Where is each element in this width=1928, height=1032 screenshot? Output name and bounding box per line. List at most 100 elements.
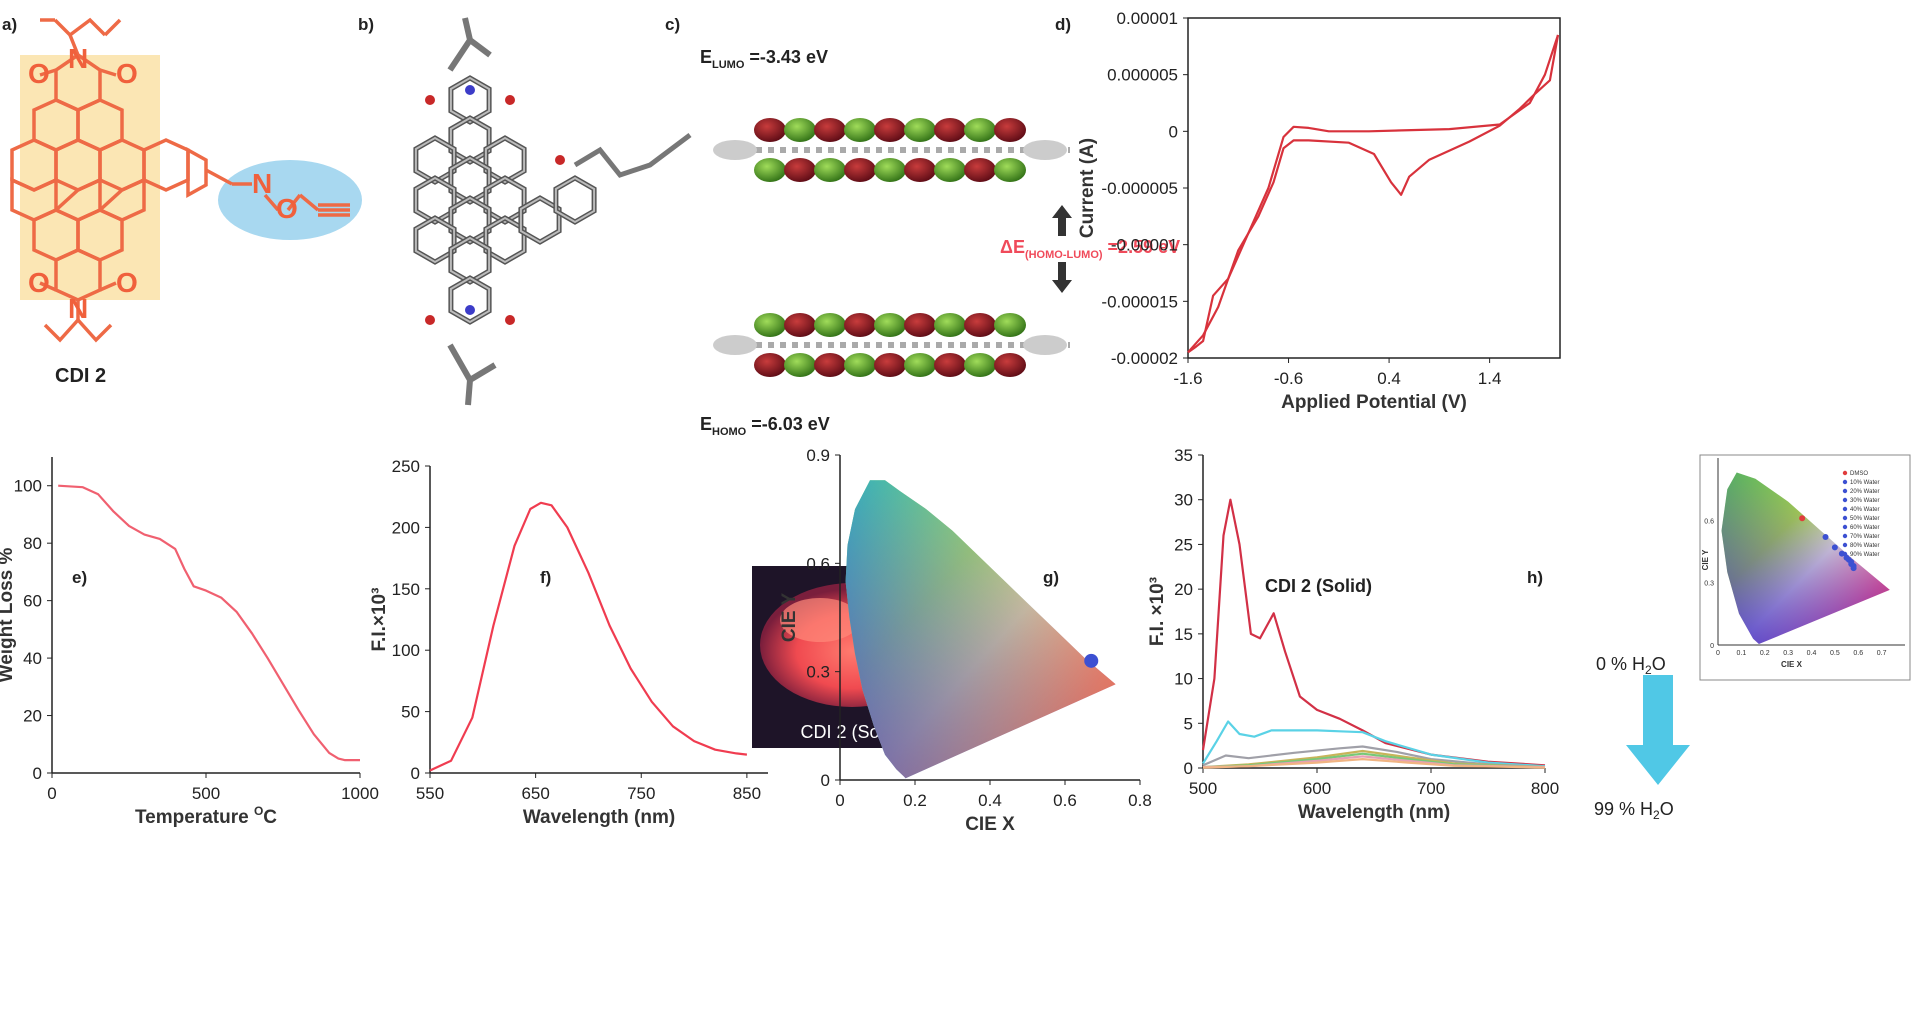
y-tick-label: 30 bbox=[1174, 491, 1193, 510]
series-line-0 bbox=[429, 501, 748, 772]
panel-g: g) CDI 2 (Solid) 0 0.2 0.4 0.6 0.8 0 0.3 0.6 0.9… bbox=[779, 446, 1372, 835]
ring-highlight bbox=[449, 196, 491, 244]
panel-c-label: c) bbox=[665, 15, 680, 34]
arrow-up-icon bbox=[1052, 205, 1072, 236]
lobe-green bbox=[964, 118, 996, 142]
x-axis-label: CIE X bbox=[965, 814, 1015, 835]
y-tick-label: -0.00001 bbox=[1111, 236, 1178, 255]
inset-legend-label: 30% Water bbox=[1850, 498, 1879, 504]
lobe-red bbox=[934, 353, 966, 377]
x-tick-label: -1.6 bbox=[1173, 369, 1202, 388]
lobe-red bbox=[874, 118, 906, 142]
ring-highlight bbox=[449, 276, 491, 324]
nitrogen-atom bbox=[465, 305, 475, 315]
lumo-energy: ELUMO =-3.43 eV bbox=[700, 47, 828, 71]
series-line-6 bbox=[1202, 758, 1546, 769]
x-axis-label: Wavelength (nm) bbox=[523, 807, 675, 828]
lobe-red bbox=[844, 313, 876, 337]
ring-highlight bbox=[484, 176, 526, 224]
lobe-green bbox=[934, 313, 966, 337]
panel-b-label: b) bbox=[358, 15, 374, 34]
molecular-model bbox=[413, 17, 692, 406]
y-tick-label: 0 bbox=[1169, 122, 1178, 141]
inset-legend-label: 10% Water bbox=[1850, 480, 1879, 486]
ring-highlight bbox=[449, 76, 491, 124]
lobe-red bbox=[994, 118, 1026, 142]
panel-e-label: e) bbox=[72, 568, 87, 587]
inset-y-tick-label: 0.3 bbox=[1704, 581, 1714, 588]
lobe-red bbox=[964, 313, 996, 337]
gap-energy: ΔE(HOMO-LUMO) =2.59 eV bbox=[1000, 237, 1180, 261]
x-tick-label: 0.6 bbox=[1053, 791, 1077, 810]
oxygen-atom bbox=[425, 95, 435, 105]
series-line-1 bbox=[1187, 34, 1560, 354]
inset-point bbox=[1822, 533, 1829, 540]
lobe-red bbox=[904, 313, 936, 337]
series-line-0 bbox=[58, 484, 360, 762]
lobe-red bbox=[844, 158, 876, 182]
homo-orbital bbox=[713, 313, 1070, 377]
x-tick-label: 0 bbox=[47, 784, 56, 803]
ring-highlight bbox=[484, 136, 526, 184]
lobe-green bbox=[904, 118, 936, 142]
panel-h: h) 500 600 700 800 0 5 10 15 20 25 30 35 Wavelength … bbox=[1147, 446, 1911, 823]
lobe-red bbox=[874, 353, 906, 377]
oxygen-atom bbox=[505, 95, 515, 105]
inset-legend-marker bbox=[1842, 551, 1848, 557]
series-line-1 bbox=[1202, 720, 1546, 768]
inset-x-tick-label: 0.7 bbox=[1877, 650, 1887, 657]
inset-legend-marker bbox=[1842, 488, 1848, 494]
panel-b: b) bbox=[358, 15, 692, 406]
inset-legend-marker bbox=[1842, 542, 1848, 548]
y-tick-label: 5 bbox=[1184, 714, 1193, 733]
ring-highlight bbox=[519, 196, 561, 244]
y-tick-label: 0 bbox=[33, 764, 42, 783]
panel-a: a) bbox=[2, 15, 362, 387]
y-axis-label: F.I. ×10³ bbox=[1147, 577, 1168, 646]
decrease-arrow-icon bbox=[1626, 675, 1690, 785]
chart-f: 550 650 750 850 0 50 100 150 200 250 Wavelength (n… bbox=[369, 457, 768, 828]
panel-f-label: f) bbox=[540, 568, 551, 587]
x-tick-label: 0 bbox=[835, 791, 844, 810]
x-tick-label: 0.4 bbox=[1377, 369, 1401, 388]
y-tick-label: 20 bbox=[1174, 580, 1193, 599]
series-line-0 bbox=[1187, 34, 1560, 354]
cie-inset: 0 0.1 0.2 0.3 0.4 0.5 0.6 0.7 0 0.3 0.6 CIE X CIE Y D… bbox=[1699, 454, 1911, 681]
x-axis-label: Temperature OC bbox=[135, 804, 277, 828]
panel-c: c) ELUMO =-3.43 eV ΔE(HOMO-LUMO) =2.59 e… bbox=[665, 15, 1180, 438]
y-tick-label: 40 bbox=[23, 649, 42, 668]
chart-e: 0 500 1000 0 20 40 60 80 100 Temperature OC Weight… bbox=[0, 457, 379, 828]
y-tick-label: 0.3 bbox=[806, 663, 830, 682]
y-tick-label: 200 bbox=[392, 518, 420, 537]
plot-frame bbox=[1187, 17, 1561, 359]
inset-legend-label: 50% Water bbox=[1850, 516, 1879, 522]
inset-y-tick-label: 0 bbox=[1710, 643, 1714, 650]
y-tick-label: 60 bbox=[23, 592, 42, 611]
y-axis-label: CIE Y bbox=[779, 593, 800, 643]
x-tick-label: 0.2 bbox=[903, 791, 927, 810]
y-tick-label: 35 bbox=[1174, 446, 1193, 465]
alkyl-group bbox=[1023, 140, 1067, 160]
atom-o4: O bbox=[116, 267, 138, 298]
y-tick-label: 15 bbox=[1174, 625, 1193, 644]
lobe-red bbox=[814, 353, 846, 377]
series-line-0 bbox=[1201, 498, 1546, 767]
x-tick-label: -0.6 bbox=[1274, 369, 1303, 388]
x-tick-label: 0.8 bbox=[1128, 791, 1152, 810]
inset-legend-marker bbox=[1842, 515, 1848, 521]
lobe-green bbox=[934, 158, 966, 182]
inset-legend-marker bbox=[1842, 479, 1848, 485]
inset-point bbox=[1850, 565, 1857, 572]
panel-d-label: d) bbox=[1055, 15, 1071, 34]
atom-n2: N bbox=[68, 293, 88, 324]
x-tick-label: 500 bbox=[1189, 779, 1217, 798]
inset-x-label: CIE X bbox=[1781, 660, 1803, 669]
x-tick-label: 1000 bbox=[341, 784, 379, 803]
inset-legend-label: 90% Water bbox=[1850, 552, 1879, 558]
lobe-green bbox=[874, 313, 906, 337]
side-chain bbox=[573, 133, 692, 178]
inset-x-tick-label: 0.4 bbox=[1807, 650, 1817, 657]
inset-x-tick-label: 0.1 bbox=[1737, 650, 1747, 657]
lobe-green bbox=[784, 353, 816, 377]
panel-a-label: a) bbox=[2, 15, 17, 34]
